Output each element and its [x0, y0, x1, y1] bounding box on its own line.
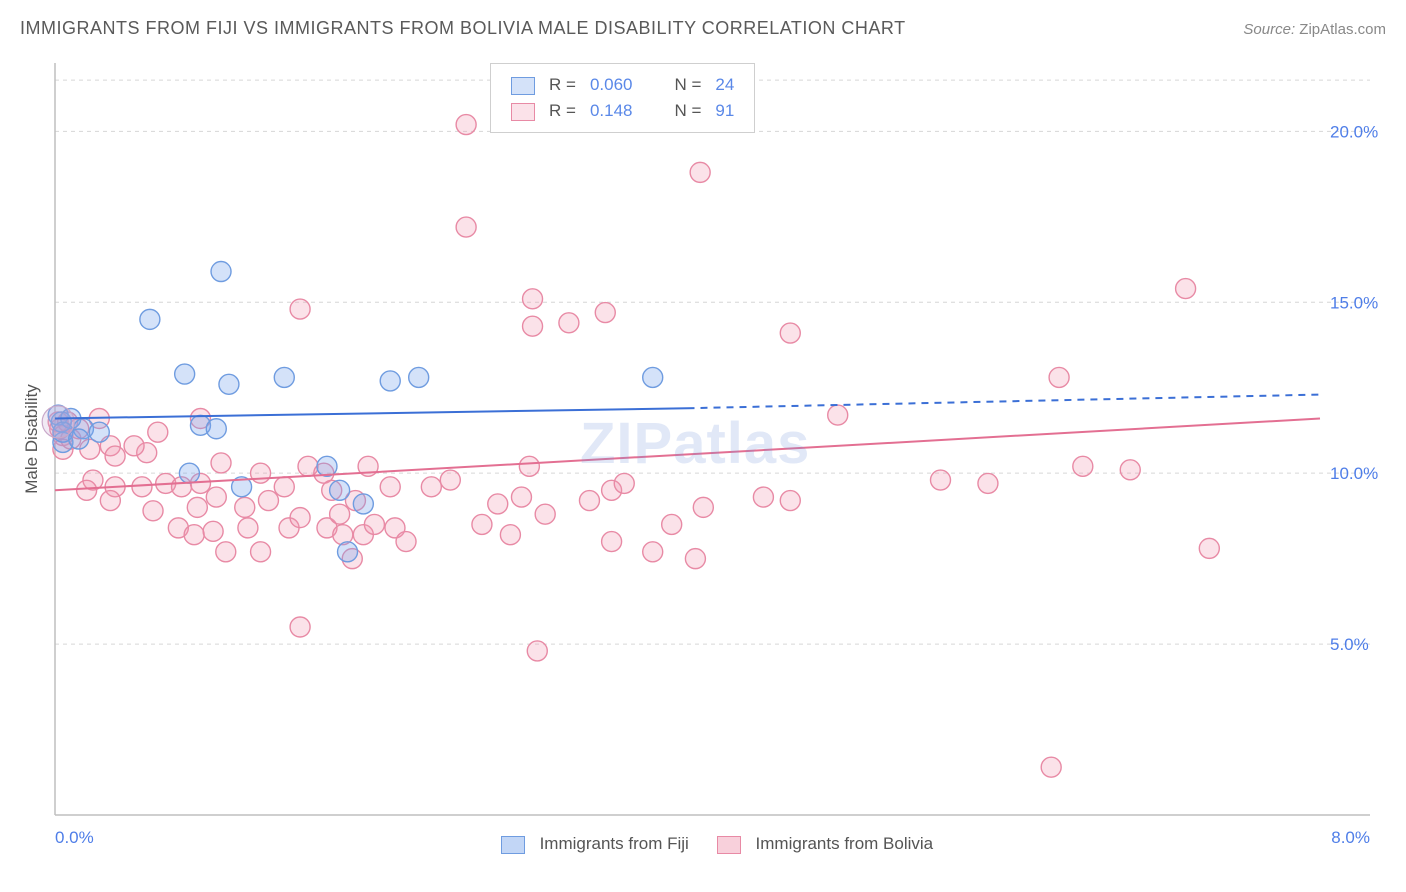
source: Source: ZipAtlas.com: [1243, 21, 1386, 38]
legend-stats: R = 0.060 N = 24 R = 0.148 N = 91: [490, 63, 755, 133]
fiji-n-value: 24: [709, 73, 740, 97]
legend-n-label: N =: [668, 73, 707, 97]
header-row: IMMIGRANTS FROM FIJI VS IMMIGRANTS FROM …: [20, 18, 1386, 39]
scatter-chart: 5.0%10.0%15.0%20.0%0.0%8.0%Male Disabili…: [20, 55, 1386, 852]
legend-stats-table: R = 0.060 N = 24 R = 0.148 N = 91: [503, 71, 742, 125]
chart-title: IMMIGRANTS FROM FIJI VS IMMIGRANTS FROM …: [20, 18, 906, 39]
chart-container: 5.0%10.0%15.0%20.0%0.0%8.0%Male Disabili…: [20, 55, 1386, 852]
svg-text:Male Disability: Male Disability: [22, 384, 41, 494]
svg-text:15.0%: 15.0%: [1330, 293, 1378, 312]
bolivia-swatch-icon: [511, 103, 535, 121]
svg-text:20.0%: 20.0%: [1330, 122, 1378, 141]
source-value: ZipAtlas.com: [1299, 21, 1386, 38]
svg-text:5.0%: 5.0%: [1330, 635, 1369, 654]
bolivia-r-value: 0.148: [584, 99, 639, 123]
source-label: Source:: [1243, 21, 1295, 38]
bolivia-n-value: 91: [709, 99, 740, 123]
series-swatch-icon: [717, 836, 741, 854]
legend-row-fiji: R = 0.060 N = 24: [505, 73, 740, 97]
svg-text:10.0%: 10.0%: [1330, 464, 1378, 483]
fiji-swatch-icon: [511, 77, 535, 95]
series-swatch-icon: [501, 836, 525, 854]
legend-row-bolivia: R = 0.148 N = 91: [505, 99, 740, 123]
series-label: Immigrants from Fiji: [535, 834, 689, 853]
legend-series: Immigrants from Fiji Immigrants from Bol…: [20, 834, 1386, 854]
series-label: Immigrants from Bolivia: [751, 834, 933, 853]
legend-r-label: R =: [543, 73, 582, 97]
fiji-r-value: 0.060: [584, 73, 639, 97]
